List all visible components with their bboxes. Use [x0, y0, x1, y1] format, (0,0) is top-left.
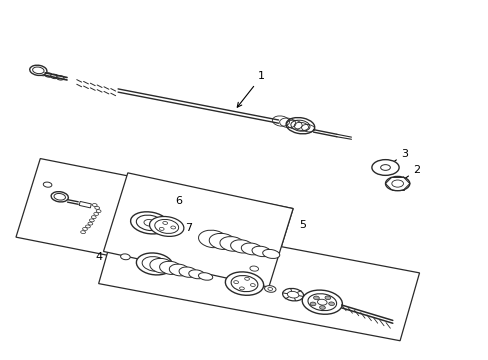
Ellipse shape [159, 228, 164, 230]
Ellipse shape [88, 222, 93, 225]
Ellipse shape [44, 73, 52, 77]
Ellipse shape [230, 240, 253, 253]
Ellipse shape [241, 243, 262, 255]
Text: 2: 2 [400, 165, 420, 181]
Ellipse shape [92, 203, 97, 207]
Ellipse shape [163, 221, 167, 224]
Ellipse shape [231, 275, 257, 292]
Ellipse shape [56, 76, 64, 80]
Ellipse shape [149, 258, 173, 273]
Ellipse shape [143, 220, 155, 226]
Ellipse shape [307, 294, 336, 311]
Text: 7: 7 [184, 223, 192, 233]
Ellipse shape [290, 120, 309, 131]
Ellipse shape [233, 281, 238, 284]
Ellipse shape [262, 249, 279, 258]
Text: 5: 5 [299, 220, 305, 230]
Ellipse shape [267, 288, 272, 291]
Ellipse shape [149, 216, 183, 237]
Ellipse shape [81, 231, 85, 234]
Ellipse shape [91, 216, 96, 219]
Ellipse shape [251, 246, 270, 257]
Ellipse shape [328, 302, 334, 306]
Ellipse shape [170, 226, 175, 229]
Ellipse shape [264, 285, 275, 292]
Ellipse shape [142, 257, 166, 271]
Ellipse shape [130, 212, 168, 234]
Ellipse shape [380, 165, 389, 170]
Ellipse shape [33, 67, 44, 74]
Ellipse shape [209, 233, 236, 249]
Text: 6: 6 [175, 197, 182, 206]
Ellipse shape [96, 210, 101, 212]
Ellipse shape [121, 254, 130, 260]
Ellipse shape [82, 228, 87, 230]
Ellipse shape [50, 74, 58, 78]
Ellipse shape [309, 302, 315, 306]
Ellipse shape [43, 182, 52, 187]
Ellipse shape [136, 253, 172, 275]
Ellipse shape [89, 219, 94, 222]
Ellipse shape [282, 288, 303, 301]
Ellipse shape [250, 284, 255, 287]
Ellipse shape [285, 118, 314, 134]
Ellipse shape [371, 159, 398, 175]
Ellipse shape [94, 212, 99, 215]
Ellipse shape [302, 290, 342, 314]
Ellipse shape [287, 291, 298, 298]
Ellipse shape [244, 277, 249, 280]
Ellipse shape [155, 220, 178, 233]
Ellipse shape [159, 261, 181, 274]
Polygon shape [16, 158, 292, 287]
Ellipse shape [136, 215, 163, 231]
Text: 4: 4 [95, 252, 102, 262]
Ellipse shape [391, 180, 403, 187]
Ellipse shape [325, 296, 330, 300]
Polygon shape [99, 216, 419, 341]
Ellipse shape [385, 176, 409, 191]
Ellipse shape [39, 71, 46, 76]
Ellipse shape [169, 264, 189, 276]
Ellipse shape [198, 230, 227, 248]
Ellipse shape [95, 206, 100, 209]
Ellipse shape [319, 306, 325, 309]
Ellipse shape [51, 192, 68, 202]
Ellipse shape [198, 273, 212, 280]
Ellipse shape [179, 267, 197, 277]
Ellipse shape [85, 225, 90, 228]
Ellipse shape [225, 272, 263, 295]
Text: 1: 1 [237, 71, 264, 107]
Ellipse shape [313, 296, 319, 300]
Ellipse shape [220, 237, 244, 251]
Ellipse shape [239, 287, 244, 290]
Polygon shape [79, 202, 91, 208]
Text: 3: 3 [388, 149, 407, 165]
Ellipse shape [188, 270, 204, 279]
Ellipse shape [54, 193, 65, 200]
Polygon shape [103, 173, 292, 287]
Ellipse shape [249, 266, 258, 271]
Ellipse shape [317, 299, 326, 305]
Ellipse shape [30, 65, 47, 76]
